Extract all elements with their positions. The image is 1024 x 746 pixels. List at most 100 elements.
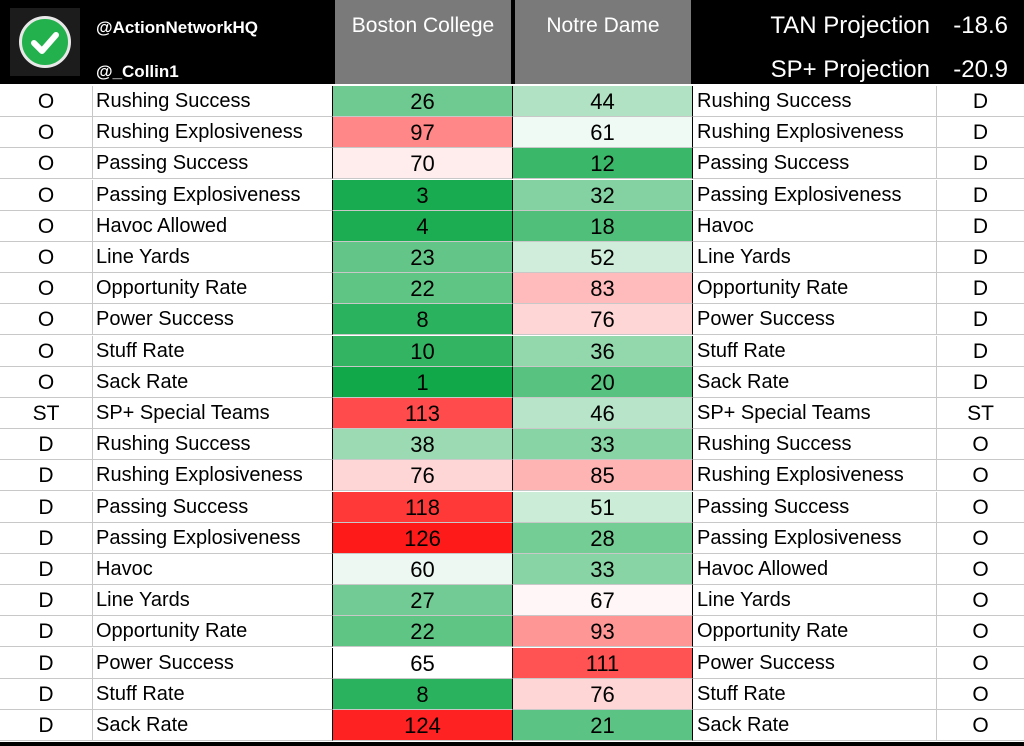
- table-row: O Passing Explosiveness 3 32 Passing Explosi…: [0, 179, 1024, 211]
- table-row: O Power Success 8 76 Power Success D: [0, 304, 1024, 336]
- boston-college-rank: 10: [333, 335, 513, 367]
- left-stat-label: Rushing Success: [93, 429, 333, 461]
- right-stat-label: Havoc: [693, 210, 937, 242]
- right-stat-label: Passing Explosiveness: [693, 522, 937, 554]
- boston-college-rank: 70: [333, 148, 513, 180]
- left-side-cell: D: [0, 522, 93, 554]
- notre-dame-rank: 33: [513, 554, 693, 585]
- right-side-cell: O: [937, 460, 1024, 492]
- boston-college-rank: 22: [333, 616, 513, 648]
- left-stat-label: Passing Success: [93, 148, 333, 180]
- tan-projection-label: TAN Projection: [770, 12, 930, 39]
- right-side-cell: D: [937, 304, 1024, 336]
- notre-dame-rank: 83: [513, 273, 693, 305]
- left-stat-label: Sack Rate: [93, 710, 333, 741]
- notre-dame-rank: 85: [513, 460, 693, 492]
- right-stat-label: SP+ Special Teams: [693, 398, 937, 429]
- boston-college-rank: 113: [333, 398, 513, 429]
- left-stat-label: Sack Rate: [93, 366, 333, 398]
- projection-header: TAN Projection -18.6 SP+ Projection -20.…: [693, 0, 1024, 84]
- boston-college-rank: 22: [333, 273, 513, 305]
- right-stat-label: Opportunity Rate: [693, 616, 937, 648]
- left-stat-label: Passing Explosiveness: [93, 179, 333, 211]
- right-stat-label: Opportunity Rate: [693, 273, 937, 305]
- left-side-cell: D: [0, 491, 93, 523]
- left-side-cell: O: [0, 86, 93, 117]
- boston-college-rank: 97: [333, 117, 513, 149]
- brand-header: @ActionNetworkHQ @_Collin1: [0, 0, 333, 84]
- left-side-cell: O: [0, 366, 93, 398]
- left-stat-label: Line Yards: [93, 585, 333, 617]
- team1-header: Boston College: [333, 0, 513, 84]
- boston-college-rank: 8: [333, 304, 513, 336]
- right-side-cell: O: [937, 710, 1024, 741]
- left-stat-label: Power Success: [93, 647, 333, 679]
- table-row: D Stuff Rate 8 76 Stuff Rate O: [0, 678, 1024, 710]
- action-network-logo: [10, 8, 80, 76]
- notre-dame-rank: 12: [513, 148, 693, 180]
- left-side-cell: D: [0, 616, 93, 648]
- right-side-cell: D: [937, 242, 1024, 273]
- checkmark-icon: [19, 16, 71, 68]
- boston-college-rank: 76: [333, 460, 513, 492]
- right-stat-label: Passing Explosiveness: [693, 179, 937, 211]
- notre-dame-rank: 51: [513, 491, 693, 523]
- right-stat-label: Rushing Success: [693, 86, 937, 117]
- boston-college-rank: 65: [333, 647, 513, 679]
- right-side-cell: O: [937, 648, 1024, 679]
- boston-college-rank: 60: [333, 554, 513, 585]
- right-side-cell: O: [937, 554, 1024, 585]
- left-stat-label: Passing Explosiveness: [93, 522, 333, 554]
- notre-dame-rank: 33: [513, 429, 693, 461]
- notre-dame-rank: 61: [513, 117, 693, 149]
- right-stat-label: Sack Rate: [693, 366, 937, 398]
- left-side-cell: D: [0, 678, 93, 710]
- sp-projection-value: -20.9: [953, 56, 1008, 83]
- table-row: O Rushing Explosiveness 97 61 Rushing Explos…: [0, 117, 1024, 149]
- notre-dame-rank: 44: [513, 86, 693, 117]
- boston-college-rank: 1: [333, 366, 513, 398]
- right-side-cell: D: [937, 86, 1024, 117]
- left-side-cell: O: [0, 242, 93, 273]
- table-row: D Rushing Success 38 33 Rushing Success O: [0, 429, 1024, 461]
- notre-dame-rank: 52: [513, 242, 693, 273]
- right-side-cell: D: [937, 367, 1024, 398]
- left-side-cell: D: [0, 585, 93, 617]
- right-side-cell: O: [937, 429, 1024, 461]
- left-side-cell: O: [0, 335, 93, 367]
- tan-projection-value: -18.6: [953, 12, 1008, 39]
- handle-primary: @ActionNetworkHQ: [96, 18, 259, 37]
- right-stat-label: Stuff Rate: [693, 678, 937, 710]
- right-side-cell: O: [937, 523, 1024, 554]
- right-stat-label: Power Success: [693, 304, 937, 336]
- table-row: O Opportunity Rate 22 83 Opportunity Rate D: [0, 273, 1024, 305]
- boston-college-rank: 23: [333, 242, 513, 273]
- table-row: ST SP+ Special Teams 113 46 SP+ Special Team…: [0, 398, 1024, 429]
- right-stat-label: Passing Success: [693, 491, 937, 523]
- left-stat-label: Havoc Allowed: [93, 210, 333, 242]
- table-row: D Passing Success 118 51 Passing Success O: [0, 491, 1024, 523]
- right-stat-label: Passing Success: [693, 148, 937, 180]
- left-stat-label: Rushing Explosiveness: [93, 460, 333, 492]
- left-side-cell: D: [0, 429, 93, 461]
- left-side-cell: O: [0, 117, 93, 149]
- left-stat-label: Opportunity Rate: [93, 273, 333, 305]
- right-stat-label: Rushing Explosiveness: [693, 460, 937, 492]
- right-side-cell: D: [937, 148, 1024, 180]
- right-stat-label: Line Yards: [693, 585, 937, 617]
- right-stat-label: Power Success: [693, 647, 937, 679]
- table-row: O Stuff Rate 10 36 Stuff Rate D: [0, 335, 1024, 367]
- sp-projection-label: SP+ Projection: [770, 56, 930, 83]
- left-stat-label: Rushing Success: [93, 86, 333, 117]
- table-row: D Havoc 60 33 Havoc Allowed O: [0, 554, 1024, 585]
- table-row: D Sack Rate 124 21 Sack Rate O: [0, 710, 1024, 741]
- notre-dame-rank: 93: [513, 616, 693, 648]
- left-stat-label: SP+ Special Teams: [93, 398, 333, 429]
- right-side-cell: O: [937, 679, 1024, 710]
- notre-dame-rank: 67: [513, 585, 693, 617]
- table-row: O Line Yards 23 52 Line Yards D: [0, 242, 1024, 273]
- table-row: D Line Yards 27 67 Line Yards O: [0, 585, 1024, 617]
- right-side-cell: O: [937, 585, 1024, 617]
- right-stat-label: Stuff Rate: [693, 335, 937, 367]
